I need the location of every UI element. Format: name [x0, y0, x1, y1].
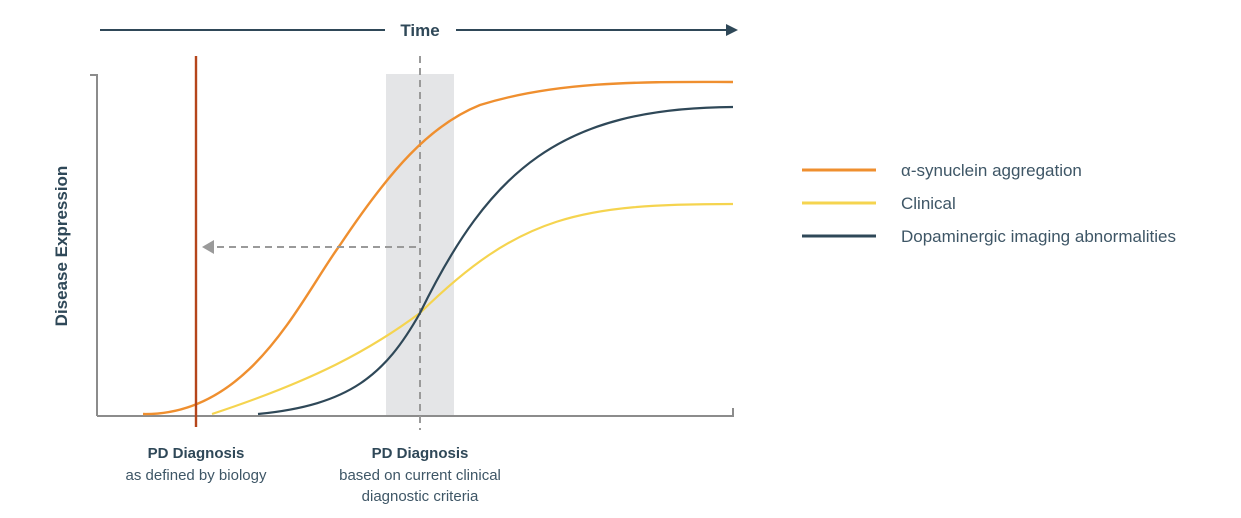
biology-diagnosis-subtitle: as defined by biology: [126, 467, 267, 484]
legend-label-dopaminergic: Dopaminergic imaging abnormalities: [901, 227, 1176, 246]
legend: α-synuclein aggregation Clinical Dopamin…: [802, 161, 1176, 246]
clinical-diagnosis-line1: based on current clinical: [339, 467, 501, 484]
time-arrowhead-icon: [726, 24, 738, 36]
biology-diagnosis-title: PD Diagnosis: [148, 445, 245, 462]
clinical-diagnosis-line2: diagnostic criteria: [362, 488, 479, 505]
x-axis: [97, 408, 734, 417]
curve-dopaminergic-imaging: [257, 105, 734, 416]
legend-label-clinical: Clinical: [901, 194, 956, 213]
curve-alpha-synuclein: [142, 80, 734, 416]
time-label: Time: [400, 21, 439, 40]
y-axis: [90, 74, 98, 416]
clinical-diagnosis-title: PD Diagnosis: [372, 445, 469, 462]
curve-clinical: [211, 202, 734, 416]
y-axis-label: Disease Expression: [52, 166, 71, 327]
legend-label-alpha-synuclein: α-synuclein aggregation: [901, 161, 1082, 180]
shift-arrowhead-icon: [202, 240, 214, 254]
